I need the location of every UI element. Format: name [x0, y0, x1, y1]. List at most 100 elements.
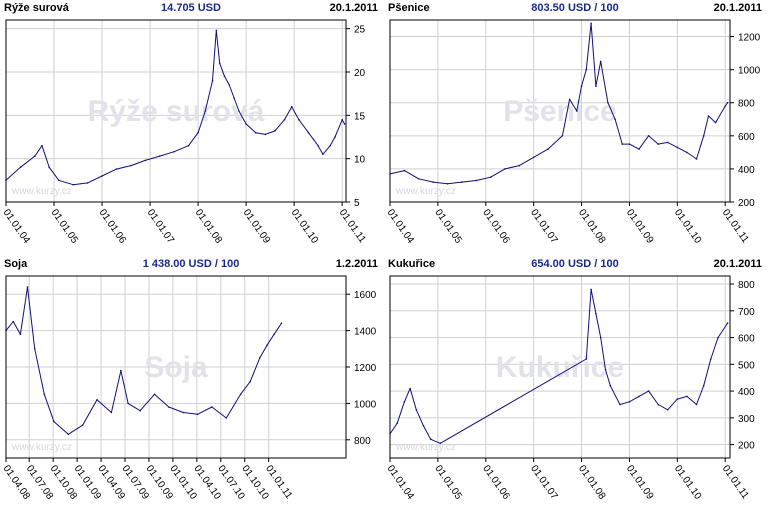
- x-tick-label: 01.01.04: [385, 463, 417, 502]
- data-point: [120, 369, 122, 372]
- y-tick-label: 500: [738, 360, 755, 371]
- data-point: [197, 131, 199, 134]
- data-point: [110, 411, 113, 414]
- data-point: [461, 181, 463, 183]
- plot-border: [389, 19, 731, 203]
- data-point: [666, 141, 669, 144]
- data-point: [686, 395, 688, 398]
- data-point: [475, 179, 477, 182]
- x-tick-label: 01.01.05: [432, 463, 464, 502]
- data-point: [266, 344, 268, 346]
- data-point: [621, 143, 624, 145]
- price-series-line: [389, 22, 729, 185]
- data-point: [211, 406, 213, 408]
- data-point: [19, 166, 22, 169]
- data-point: [599, 60, 602, 63]
- data-point: [5, 179, 7, 182]
- data-point: [695, 158, 698, 160]
- watermark: Soja: [144, 351, 208, 384]
- x-tick-label: 01.01.11: [720, 207, 751, 245]
- x-tick-label: 01.01.09: [241, 207, 273, 246]
- data-point: [41, 144, 43, 147]
- data-point: [389, 433, 391, 435]
- data-point: [173, 150, 175, 153]
- data-point: [409, 387, 411, 390]
- data-point: [343, 123, 346, 125]
- data-point: [334, 136, 336, 138]
- data-point: [707, 115, 710, 117]
- data-point: [322, 153, 324, 156]
- data-point: [714, 121, 717, 124]
- watermark: Rýže surová: [88, 95, 265, 128]
- data-point: [657, 403, 659, 406]
- data-point: [341, 118, 344, 121]
- x-tick-label: 01.01.07: [145, 207, 177, 246]
- data-point: [264, 133, 267, 136]
- data-point: [153, 393, 156, 396]
- x-tick-label: 01.01.11: [337, 207, 368, 245]
- data-point: [595, 312, 597, 315]
- data-point: [34, 155, 36, 157]
- data-point: [609, 384, 612, 387]
- data-point: [686, 151, 688, 154]
- data-point: [329, 144, 332, 147]
- x-tick-label: 01.01.06: [97, 207, 129, 246]
- data-point: [726, 322, 729, 324]
- data-point: [599, 336, 602, 339]
- y-tick-label: 15: [354, 111, 366, 122]
- data-point: [245, 123, 247, 125]
- data-point: [568, 98, 571, 101]
- plot-border: [5, 19, 347, 203]
- data-point: [415, 409, 418, 411]
- x-tick-label: 01.01.09: [624, 463, 656, 502]
- data-point: [280, 322, 283, 325]
- data-point: [5, 329, 7, 332]
- data-point: [225, 417, 228, 419]
- data-point: [182, 411, 184, 414]
- data-point: [547, 148, 549, 150]
- data-point: [204, 110, 207, 112]
- x-tick-label: 01.01.06: [480, 207, 512, 246]
- data-point: [432, 181, 434, 183]
- data-point: [26, 286, 29, 288]
- y-tick-label: 800: [354, 436, 371, 447]
- data-point: [403, 401, 406, 403]
- x-tick-label: 01.01.08: [576, 207, 608, 246]
- data-point: [628, 143, 631, 145]
- data-point: [12, 320, 14, 323]
- data-point: [590, 288, 592, 291]
- price-series-line: [5, 29, 346, 186]
- commodity-price: 803.50 USD / 100: [531, 2, 619, 14]
- x-tick-label: 01.01.08: [193, 207, 225, 246]
- y-tick-label: 1400: [354, 327, 377, 338]
- x-tick-label: 01.01.07: [528, 207, 560, 246]
- data-point: [115, 168, 118, 170]
- data-point: [446, 183, 449, 185]
- data-point: [238, 110, 240, 112]
- data-point: [561, 135, 564, 137]
- data-point: [585, 68, 588, 71]
- x-tick-label: 01.01.04: [385, 207, 417, 246]
- data-point: [211, 79, 214, 82]
- watermark: Kukuřice: [496, 351, 624, 384]
- data-point: [518, 164, 521, 167]
- price-date: 1.2.2011: [335, 258, 378, 270]
- data-point: [619, 403, 621, 406]
- watermark: Pšenice: [503, 95, 616, 128]
- data-point: [396, 422, 398, 424]
- y-tick-label: 1000: [738, 66, 761, 77]
- data-point: [576, 110, 578, 112]
- data-point: [676, 146, 679, 149]
- data-point: [307, 131, 310, 134]
- data-point: [585, 358, 588, 360]
- data-point: [81, 424, 84, 426]
- x-tick-label: 01.01.07: [528, 463, 560, 502]
- watermark-url: www.kurzy.cz: [11, 442, 72, 453]
- data-point: [666, 409, 669, 411]
- data-point: [604, 368, 607, 371]
- data-point: [489, 176, 492, 178]
- data-point: [259, 357, 261, 359]
- data-point: [676, 398, 679, 400]
- data-point: [130, 164, 132, 167]
- panel-rice: Rýže surová 14.705 USD 20.1.2011 Rýže su…: [0, 0, 384, 256]
